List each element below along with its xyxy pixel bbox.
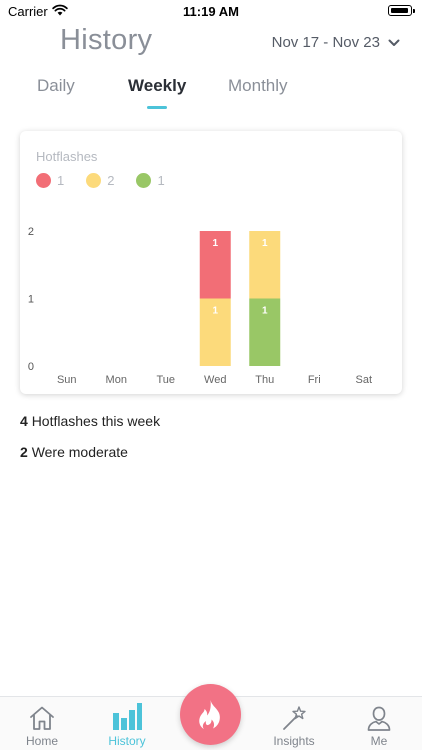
tabbar-insights-label: Insights [273,734,315,748]
chart-legend: 1 2 1 [36,173,187,188]
home-icon [30,706,54,730]
status-bar: Carrier 11:19 AM [0,0,422,24]
bar-value-label: 1 [262,238,268,249]
tabbar-home[interactable]: Home [7,705,77,748]
status-time: 11:19 AM [183,4,239,19]
person-icon [367,706,391,731]
magic-wand-icon [283,706,306,730]
x-tick-label: Sun [57,374,77,386]
bar-value-label: 1 [212,238,218,249]
hotflashes-chart-card: Hotflashes 1 2 1 0 1 2 Sun Mon Tue Wed Thu Fri Sa… [20,131,402,394]
legend-value-yellow: 2 [107,173,115,188]
summary-moderate-text: Were moderate [31,444,128,460]
bar-value-label: 1 [212,306,218,317]
tab-monthly[interactable]: Monthly [228,76,288,95]
legend-item-severe: 1 [36,173,64,188]
bar-value-label: 1 [262,306,268,317]
x-tick-label: Mon [106,374,127,386]
x-tick-label: Wed [204,374,226,386]
legend-item-mild: 1 [136,173,165,188]
summary-total: 4 Hotflashes this week [20,413,160,429]
y-tick-label: 2 [28,226,34,238]
wifi-icon [52,4,68,16]
summary-moderate-count: 2 [20,444,28,460]
chart-bar-segment [199,231,231,299]
legend-dot-yellow [86,173,102,188]
active-tab-indicator [147,106,167,109]
legend-value-red: 1 [57,173,65,188]
tab-daily[interactable]: Daily [37,76,75,95]
tabbar-me[interactable]: Me [344,705,414,748]
flame-icon [199,700,220,729]
x-tick-label: Sat [355,374,372,386]
tabbar-history[interactable]: History [92,703,162,748]
chart-bar-segment [249,298,281,366]
log-hotflash-button[interactable] [180,684,241,745]
legend-value-green: 1 [157,173,165,188]
date-range-label: Nov 17 - Nov 23 [271,34,380,51]
summary-total-text: Hotflashes this week [31,413,161,429]
date-range-selector[interactable]: Nov 17 - Nov 23 [272,34,400,51]
summary-total-count: 4 [20,413,28,429]
chart-bar-segment [199,298,231,366]
tabbar-history-label: History [108,734,146,748]
chart-bar-segment [249,231,281,299]
y-tick-label: 1 [28,294,34,306]
period-tabs: Daily Weekly Monthly [0,76,422,112]
carrier-label: Carrier [8,4,48,19]
x-tick-label: Thu [255,374,274,386]
tabbar-insights[interactable]: Insights [259,705,329,748]
legend-item-moderate: 2 [86,173,114,188]
chevron-down-icon [388,39,400,46]
tabbar-home-label: Home [25,734,58,748]
legend-dot-green [136,173,152,188]
chart-title: Hotflashes [36,149,98,164]
y-tick-label: 0 [28,361,34,373]
tabbar-me-label: Me [370,734,388,748]
page-title: History [60,24,153,56]
bar-chart-icon [113,703,142,730]
legend-dot-red [36,173,51,188]
hotflashes-bar-chart: 0 1 2 Sun Mon Tue Wed Thu Fri Sat 1 1 1 1 [28,226,372,386]
x-tick-label: Fri [308,374,321,386]
tab-weekly[interactable]: Weekly [128,76,187,95]
summary-moderate: 2 Were moderate [20,444,128,460]
battery-icon [388,5,415,16]
x-tick-label: Tue [156,374,175,386]
